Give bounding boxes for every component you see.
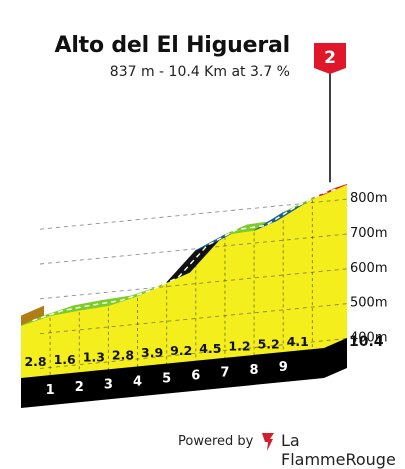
profile-wall	[21, 194, 324, 378]
gradient-label: 1.6	[54, 352, 76, 367]
km-marker: 2	[75, 380, 84, 395]
gradient-label: 1.2	[228, 339, 250, 354]
gradient-label: 5.2	[258, 336, 280, 351]
km-marker: 3	[104, 377, 113, 392]
altitude-gridline	[39, 268, 348, 300]
distance-base: 1 2 3 4 5 6 7 8 9 10.4	[21, 334, 384, 408]
km-marker: 1	[46, 383, 55, 398]
distance-base-strip	[21, 348, 324, 408]
km-marker: 8	[250, 363, 259, 378]
altitude-label: 500m	[350, 296, 387, 311]
distance-base-end	[324, 338, 347, 378]
flamme-rouge-logo-icon	[262, 433, 274, 451]
gradient-label: 9.2	[170, 343, 192, 358]
elevation-profile-chart: 2 800m 700m 600m 500m 400m 2.8 1.6 1.3 2.8 3.9 9.…	[20, 43, 387, 408]
gradient-label: 3.9	[141, 345, 163, 360]
flag-label: 2	[324, 48, 336, 68]
km-marker: 6	[191, 369, 200, 384]
powered-by-label: Powered by	[178, 434, 254, 449]
flag-banner	[314, 43, 346, 74]
altitude-axis-labels: 800m 700m 600m 500m 400m	[350, 191, 387, 345]
profile-wall-end	[324, 184, 347, 378]
km-marker: 5	[162, 372, 171, 387]
km-marker: 9	[279, 360, 288, 375]
footer: Powered by La FlammeRouge	[0, 430, 405, 469]
profile-top-dashes	[32, 188, 336, 322]
climb-title: Alto del El Higueral	[54, 33, 291, 58]
gradient-label: 1.3	[83, 350, 105, 365]
gradient-labels: 2.8 1.6 1.3 2.8 3.9 9.2 4.5 1.2 5.2 4.1	[24, 334, 308, 369]
gradient-label: 4.1	[287, 334, 309, 349]
brand-name[interactable]: La FlammeRouge	[281, 431, 396, 469]
km-marker: 7	[220, 366, 229, 381]
altitude-label: 400m	[350, 331, 387, 346]
altitude-gridline	[39, 233, 348, 265]
altitude-gridlines	[39, 198, 348, 378]
profile-segment-red	[312, 184, 348, 199]
altitude-label: 800m	[350, 191, 387, 206]
summit-flag: 2	[314, 43, 346, 183]
road-centerline	[32, 188, 336, 322]
altitude-label: 600m	[350, 261, 387, 276]
gradient-label: 2.8	[112, 347, 134, 362]
km-marker: 4	[133, 374, 142, 389]
total-distance-label: 10.4	[349, 334, 384, 350]
climb-subtitle: 837 m - 10.4 Km at 3.7 %	[109, 64, 290, 80]
altitude-gridline	[39, 338, 348, 369]
altitude-gridline	[39, 198, 348, 230]
gradient-label: 4.5	[199, 341, 221, 356]
gradient-label: 2.8	[24, 354, 46, 369]
altitude-label: 700m	[350, 226, 387, 241]
altitude-gridline	[39, 303, 348, 335]
